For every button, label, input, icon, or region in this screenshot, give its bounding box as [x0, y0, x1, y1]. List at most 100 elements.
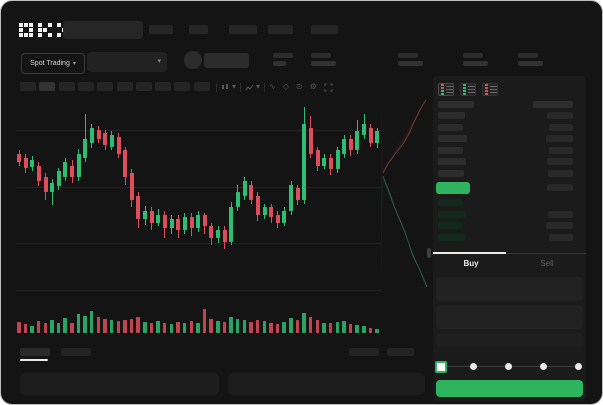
timeframe-button[interactable] — [77, 82, 94, 91]
chart-bottom-tab-active[interactable] — [20, 348, 50, 356]
ask-row-price[interactable] — [438, 146, 463, 154]
slider-step-dot[interactable] — [505, 363, 512, 370]
volume-bar — [315, 319, 320, 333]
timeframe-button[interactable] — [155, 82, 172, 91]
divider — [264, 82, 266, 92]
stat-value-placeholder — [273, 61, 286, 66]
nav-item[interactable] — [229, 25, 257, 34]
depth-overlay — [381, 99, 428, 288]
candle-body — [123, 150, 128, 177]
chart-bottom-control[interactable] — [349, 348, 379, 356]
bid-row-price[interactable] — [438, 199, 463, 206]
panel-resize-handle[interactable] — [427, 248, 431, 258]
bid-row-price[interactable] — [438, 222, 462, 229]
total-field[interactable] — [436, 333, 583, 347]
bid-row-amount[interactable] — [546, 222, 573, 229]
timeframe-button[interactable] — [20, 82, 36, 91]
timeframe-button[interactable] — [58, 82, 75, 91]
tab-buy[interactable]: Buy — [463, 259, 479, 268]
ask-row-price[interactable] — [438, 112, 465, 119]
tab-sell[interactable]: Sell — [540, 259, 554, 268]
market-type-selector[interactable]: Spot Trading ▾ — [21, 53, 85, 74]
ask-row-amount[interactable] — [549, 123, 573, 131]
wave-line-icon[interactable]: ∿ — [269, 82, 276, 91]
volume-bar — [30, 325, 34, 333]
volume-bar — [189, 321, 194, 333]
timeframe-button[interactable] — [39, 82, 56, 91]
nav-item[interactable] — [149, 25, 173, 34]
candle-body — [282, 211, 287, 223]
slider-step-dot[interactable] — [540, 363, 547, 370]
logo-pixel — [24, 33, 28, 37]
draw-icon[interactable]: ◇ — [282, 82, 289, 91]
timeframe-button[interactable] — [193, 82, 210, 91]
buy-submit-button[interactable] — [436, 380, 583, 397]
logo-pixel — [48, 33, 52, 37]
volume-bar — [275, 324, 280, 333]
logo-pixel — [48, 28, 52, 32]
volume-bar — [255, 319, 260, 333]
timeframe-button[interactable] — [97, 82, 114, 91]
indicator-icon[interactable] — [245, 83, 254, 92]
buy-tab-indicator — [433, 252, 506, 254]
bottom-panel-right[interactable] — [228, 373, 425, 395]
slider-step-dot[interactable] — [470, 363, 477, 370]
candle-body — [302, 123, 307, 200]
candle-body — [182, 216, 187, 231]
chevron-down-icon[interactable]: ▾ — [256, 82, 261, 91]
book-split-view-icon[interactable] — [438, 83, 454, 96]
ask-row-amount[interactable] — [549, 146, 573, 154]
candle-body — [322, 158, 327, 166]
chart-bottom-control[interactable] — [387, 348, 414, 356]
timeframe-button[interactable] — [135, 82, 152, 91]
ask-row-price[interactable] — [438, 169, 464, 177]
bid-row-amount[interactable] — [548, 210, 573, 218]
ask-row-price[interactable] — [438, 158, 466, 165]
bid-row-price[interactable] — [438, 210, 466, 218]
ask-row-price[interactable] — [438, 123, 463, 131]
ask-row-price[interactable] — [438, 135, 467, 142]
book-asks-view-icon[interactable] — [482, 83, 498, 96]
candle-body — [295, 188, 300, 200]
bottom-panel-left[interactable] — [20, 373, 219, 395]
candle-body — [328, 158, 333, 170]
ask-row-amount[interactable] — [548, 169, 573, 177]
chevron-down-icon[interactable]: ▾ — [232, 82, 237, 91]
candle-body — [342, 139, 347, 155]
search-input[interactable] — [63, 21, 143, 39]
timeframe-button[interactable] — [174, 82, 191, 91]
candle-type-icon[interactable] — [221, 83, 230, 92]
slider-step-dot[interactable] — [575, 363, 582, 370]
amount-slider[interactable] — [433, 361, 586, 374]
camera-icon[interactable]: ⊙ — [295, 82, 303, 91]
nav-item[interactable] — [189, 25, 208, 34]
bid-row-amount[interactable] — [549, 233, 573, 241]
candle-body — [116, 137, 121, 155]
book-bids-view-icon[interactable] — [460, 83, 476, 96]
chart-bottom-tab[interactable] — [61, 348, 91, 356]
last-price-highlight[interactable] — [436, 182, 470, 194]
candle-body — [308, 127, 313, 155]
candlestick-chart[interactable] — [16, 101, 381, 291]
logo-glyph-o — [19, 23, 33, 37]
volume-bar — [262, 321, 267, 333]
grid-line — [16, 242, 381, 244]
amount-field[interactable] — [436, 305, 583, 329]
ask-row-amount[interactable] — [546, 135, 573, 142]
ask-row-amount[interactable] — [547, 112, 573, 119]
candle-body — [56, 171, 61, 187]
fullscreen-icon[interactable] — [324, 82, 333, 92]
timeframe-button[interactable] — [116, 82, 133, 91]
volume-bar — [103, 318, 107, 333]
ask-row-amount[interactable] — [547, 158, 573, 165]
settings-icon[interactable]: ⚙ — [309, 82, 317, 91]
volume-bar — [328, 323, 333, 333]
stat-label-placeholder — [398, 53, 418, 58]
nav-item[interactable] — [268, 25, 293, 34]
grid-line — [16, 290, 381, 291]
slider-handle[interactable] — [435, 361, 447, 373]
nav-item[interactable] — [311, 25, 338, 34]
bid-row-price[interactable] — [438, 233, 465, 241]
price-field[interactable] — [436, 277, 583, 301]
pair-selector[interactable]: ▾ — [87, 52, 167, 72]
